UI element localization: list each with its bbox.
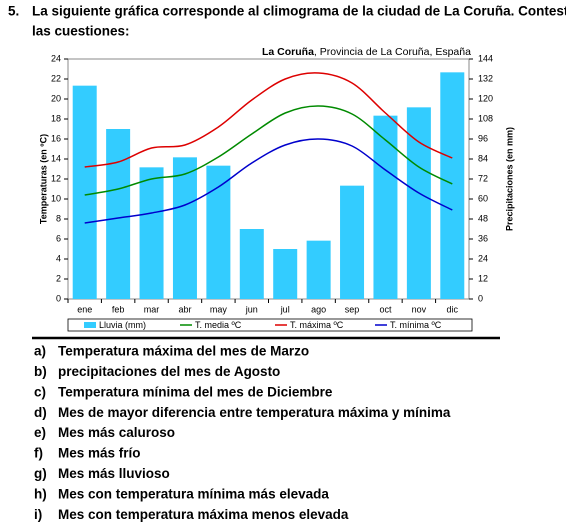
x-tick-label: sep [345, 304, 360, 314]
y2-tick-label: 60 [478, 193, 488, 203]
question-text: las cuestiones: [32, 24, 130, 39]
question-letter: a) [34, 344, 46, 359]
y-tick-label: 10 [51, 193, 61, 203]
y2-tick-label: 0 [478, 293, 483, 303]
bar [273, 249, 298, 299]
y2-tick-label: 72 [478, 173, 488, 183]
y-tick-label: 24 [51, 53, 61, 63]
question-letter: b) [34, 364, 47, 379]
bar [239, 229, 264, 299]
question-item: Temperatura mínima del mes de Diciembre [58, 384, 333, 399]
question-letter: f) [34, 446, 43, 461]
question-item: Temperatura máxima del mes de Marzo [58, 344, 309, 359]
y2-tick-label: 132 [478, 73, 493, 83]
question-item: Mes con temperatura mínima más elevada [58, 486, 329, 501]
bar [106, 129, 131, 299]
question-item: Mes más caluroso [58, 425, 175, 440]
y2-tick-label: 144 [478, 53, 493, 63]
y2-tick-label: 12 [478, 273, 488, 283]
question-text: La siguiente gráfica corresponde al clim… [32, 4, 566, 19]
y-tick-label: 18 [51, 113, 61, 123]
bar [306, 240, 331, 299]
y-tick-label: 0 [56, 293, 61, 303]
bar [406, 107, 431, 299]
question-item: Mes con temperatura máxima menos elevada [58, 507, 349, 522]
y-tick-label: 16 [51, 133, 61, 143]
x-tick-label: oct [379, 304, 392, 314]
line [84, 138, 453, 224]
x-tick-label: jul [280, 304, 290, 314]
y-axis-label: Temperaturas (en ºC) [38, 134, 48, 224]
y2-tick-label: 108 [478, 113, 493, 123]
question-item: Mes más frío [58, 446, 141, 461]
bar [172, 157, 197, 299]
legend-swatch [84, 322, 96, 328]
x-tick-label: abr [178, 304, 191, 314]
legend [67, 318, 473, 332]
y-tick-label: 12 [51, 173, 61, 183]
bar [72, 85, 97, 300]
y-tick-label: 14 [51, 153, 61, 163]
y-tick-label: 20 [51, 93, 61, 103]
x-tick-label: ago [311, 304, 326, 314]
y-tick-label: 8 [56, 213, 61, 223]
line [84, 105, 453, 196]
legend-label: T. media ºC [195, 320, 242, 330]
y2-tick-label: 84 [478, 153, 488, 163]
bar [139, 167, 164, 299]
y-tick-label: 22 [51, 73, 61, 83]
y-tick-label: 4 [56, 253, 61, 263]
chart-subtitle: , Provincia de La Coruña, España [314, 46, 471, 58]
legend-label: T. mínima ºC [390, 320, 442, 330]
legend-label: T. máxima ºC [290, 320, 344, 330]
bar [340, 185, 365, 299]
y2-tick-label: 24 [478, 253, 488, 263]
x-tick-label: feb [112, 304, 125, 314]
question-letter: g) [34, 466, 47, 481]
legend-label: Lluvia (mm) [99, 320, 146, 330]
question-letter: d) [34, 405, 47, 420]
bar [373, 115, 398, 300]
question-item: precipitaciones del mes de Agosto [58, 364, 280, 379]
y-tick-label: 2 [56, 273, 61, 283]
y2-tick-label: 48 [478, 213, 488, 223]
y2-tick-label: 36 [478, 233, 488, 243]
y2-tick-label: 120 [478, 93, 493, 103]
question-letter: c) [34, 384, 46, 399]
question-item: Mes de mayor diferencia entre temperatur… [58, 405, 451, 420]
x-tick-label: ene [77, 304, 92, 314]
question-letter: h) [34, 486, 47, 501]
x-tick-label: mar [144, 304, 160, 314]
y2-tick-label: 96 [478, 133, 488, 143]
question-letter: i) [34, 507, 42, 522]
bar [206, 165, 231, 299]
question-number: 5. [8, 4, 19, 19]
x-tick-label: may [210, 304, 228, 314]
chart-title: La Coruña, Provincia de La Coruña, Españ… [262, 46, 471, 58]
x-tick-label: jun [245, 304, 258, 314]
x-tick-label: dic [447, 304, 459, 314]
y-tick-label: 6 [56, 233, 61, 243]
question-item: Mes más lluvioso [58, 466, 170, 481]
x-tick-label: nov [412, 304, 427, 314]
chart-title: La Coruña [262, 46, 314, 58]
question-letter: e) [34, 425, 46, 440]
bar [440, 72, 465, 299]
y2-axis-label: Precipitaciones (en mm) [504, 127, 514, 231]
line [84, 72, 453, 168]
